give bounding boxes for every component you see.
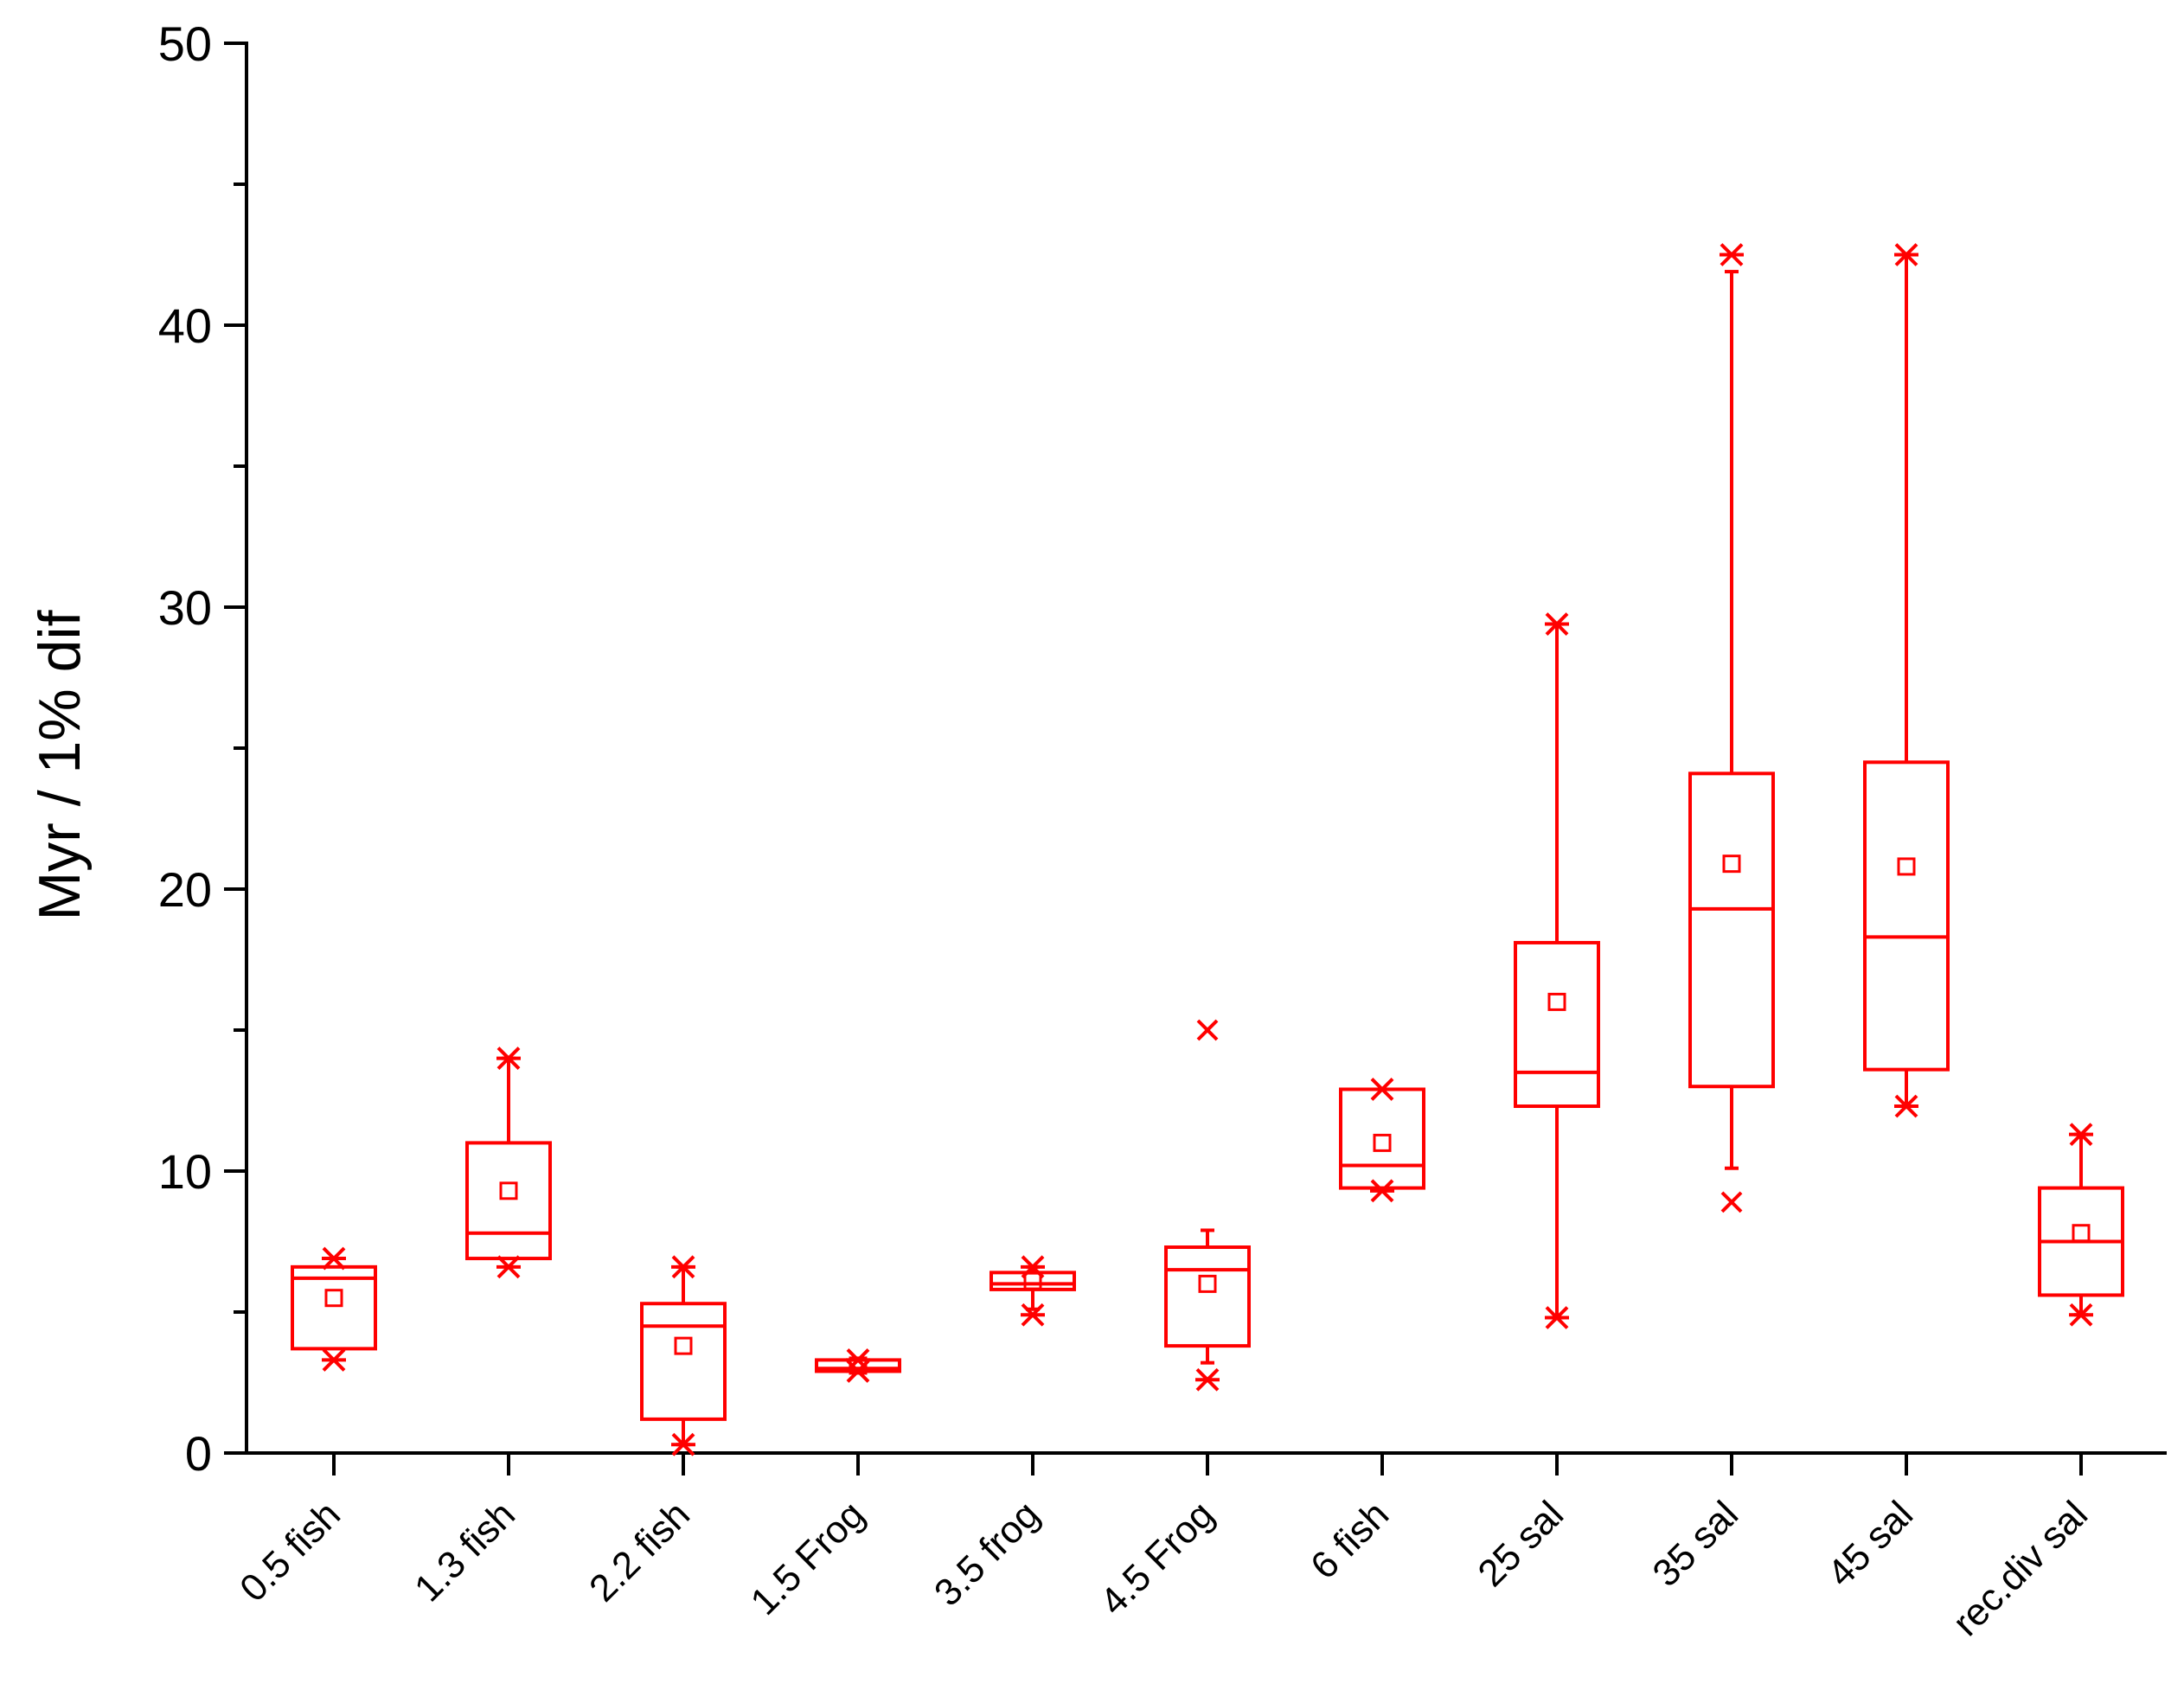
min-marker: [1021, 1303, 1045, 1327]
iqr-box: [1164, 1245, 1251, 1348]
x-tick-label: rec.div sal: [1944, 1493, 2096, 1644]
x-tick-label: 6 fish: [1303, 1493, 1397, 1587]
box-9: [1688, 243, 1775, 1213]
max-marker: [1370, 1078, 1394, 1101]
y-axis-title: Myr / 1% dif: [27, 610, 93, 920]
max-marker: [1720, 243, 1744, 266]
max-marker: [671, 1255, 695, 1279]
iqr-box: [465, 1141, 552, 1261]
max-marker: [322, 1246, 346, 1271]
min-marker: [1195, 1367, 1220, 1392]
mean-marker: [1198, 1274, 1217, 1293]
x-tick-label: 2.2 fish: [581, 1493, 698, 1610]
mean-marker: [1373, 1133, 1392, 1152]
max-marker: [1021, 1255, 1045, 1279]
box-4: [815, 1348, 901, 1383]
iqr-box: [1863, 760, 1950, 1072]
iqr-box: [990, 1271, 1076, 1291]
mean-marker: [1897, 857, 1916, 876]
max-marker: [2069, 1123, 2093, 1147]
outlier-marker: [1196, 1019, 1219, 1041]
min-marker: [846, 1360, 870, 1383]
min-marker: [671, 1432, 695, 1456]
box-10: [1863, 243, 1950, 1118]
box-2: [465, 1047, 552, 1279]
y-tick-label: 30: [158, 580, 212, 635]
mean-marker: [2072, 1224, 2091, 1243]
max-marker: [846, 1348, 870, 1372]
max-marker: [1545, 612, 1569, 636]
x-tick-label: 45 sal: [1819, 1493, 1921, 1595]
mean-marker: [674, 1336, 693, 1355]
x-axis: 0.5 fish 1.3 fish 2.2 fish 1.5 Frog 3.5 frog…: [232, 1451, 2167, 1644]
x-tick-label: 1.5 Frog: [743, 1493, 874, 1623]
mean-marker: [1722, 855, 1741, 874]
x-tick-label: 0.5 fish: [232, 1493, 349, 1610]
y-tick-label: 50: [158, 16, 212, 71]
box-5: [990, 1255, 1076, 1327]
box-8: [1514, 612, 1600, 1329]
box-1: [291, 1246, 377, 1372]
min-marker: [1894, 1094, 1918, 1118]
x-tick-label: 35 sal: [1644, 1493, 1746, 1595]
y-axis: 0 10 20 30 40 50: [158, 16, 248, 1481]
x-tick-label: 4.5 Frog: [1092, 1493, 1223, 1623]
box-11: [2038, 1123, 2124, 1327]
y-tick-label: 0: [185, 1426, 212, 1481]
y-tick-label: 10: [158, 1144, 212, 1199]
mean-marker: [1023, 1271, 1042, 1290]
min-marker: [322, 1348, 346, 1372]
min-marker: [2069, 1303, 2093, 1327]
iqr-box: [640, 1302, 727, 1421]
mean-marker: [324, 1289, 343, 1308]
iqr-box: [291, 1264, 377, 1351]
iqr-box: [1339, 1087, 1425, 1190]
min-marker: [1370, 1179, 1394, 1203]
box-6: [1164, 1019, 1251, 1392]
mean-marker: [1547, 992, 1566, 1011]
x-tick-label: 1.3 fish: [407, 1493, 523, 1610]
y-tick-label: 20: [158, 862, 212, 917]
max-marker: [1894, 243, 1918, 266]
outlier-marker: [1720, 1191, 1743, 1213]
box-3: [640, 1255, 727, 1456]
x-tick-label: 3.5 frog: [926, 1493, 1047, 1614]
y-tick-label: 40: [158, 298, 212, 353]
iqr-box: [1688, 771, 1775, 1089]
max-marker: [496, 1047, 521, 1071]
min-marker: [1545, 1306, 1569, 1329]
box-7: [1339, 1078, 1425, 1203]
iqr-box: [1514, 940, 1600, 1109]
x-tick-label: 25 sal: [1470, 1493, 1572, 1595]
min-marker: [496, 1255, 521, 1279]
mean-marker: [499, 1181, 518, 1200]
boxes: [291, 243, 2124, 1456]
